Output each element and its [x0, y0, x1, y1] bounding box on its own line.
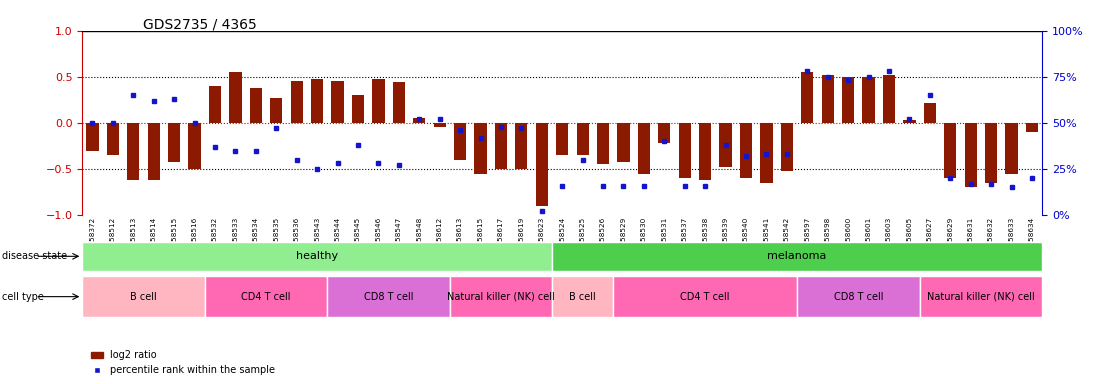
Bar	[618, 123, 630, 162]
Bar	[945, 123, 957, 178]
Text: Natural killer (NK) cell: Natural killer (NK) cell	[448, 291, 555, 302]
Bar	[985, 123, 997, 183]
Bar	[148, 123, 160, 180]
Bar	[372, 79, 385, 123]
Bar	[552, 242, 1042, 271]
Text: B cell: B cell	[569, 291, 596, 302]
Text: CD8 T cell: CD8 T cell	[364, 291, 414, 302]
Bar	[613, 276, 798, 317]
Bar	[127, 123, 139, 180]
Bar	[699, 123, 711, 180]
Bar	[1026, 123, 1038, 132]
Bar	[106, 123, 120, 155]
Bar	[414, 118, 426, 123]
Text: CD4 T cell: CD4 T cell	[241, 291, 291, 302]
Bar	[450, 276, 552, 317]
Bar	[760, 123, 772, 183]
Bar	[433, 123, 445, 127]
Bar	[964, 123, 976, 187]
Legend: log2 ratio, percentile rank within the sample: log2 ratio, percentile rank within the s…	[87, 346, 280, 379]
Bar	[474, 123, 487, 174]
Bar	[312, 79, 324, 123]
Bar	[597, 123, 609, 164]
Bar	[658, 123, 670, 143]
Bar	[291, 81, 303, 123]
Bar	[637, 123, 651, 174]
Bar	[454, 123, 466, 160]
Bar	[924, 103, 936, 123]
Bar	[82, 276, 205, 317]
Text: disease state: disease state	[2, 251, 67, 262]
Text: Natural killer (NK) cell: Natural killer (NK) cell	[927, 291, 1034, 302]
Text: cell type: cell type	[2, 291, 44, 302]
Bar	[331, 81, 343, 123]
Bar	[327, 276, 450, 317]
Bar	[842, 77, 855, 123]
Bar	[903, 120, 916, 123]
Bar	[535, 123, 547, 206]
Bar	[1005, 123, 1018, 174]
Text: CD4 T cell: CD4 T cell	[680, 291, 730, 302]
Bar	[250, 88, 262, 123]
Bar	[393, 82, 405, 123]
Bar	[883, 75, 895, 123]
Bar	[208, 86, 222, 123]
Bar	[168, 123, 180, 162]
Bar	[679, 123, 691, 178]
Bar	[720, 123, 732, 167]
Bar	[739, 123, 753, 178]
Bar	[270, 98, 282, 123]
Bar	[919, 276, 1042, 317]
Bar	[822, 75, 834, 123]
Bar	[577, 123, 589, 155]
Bar	[229, 72, 241, 123]
Bar	[556, 123, 568, 155]
Bar	[87, 123, 99, 151]
Bar	[495, 123, 507, 169]
Bar	[862, 77, 874, 123]
Bar	[352, 95, 364, 123]
Bar	[801, 72, 813, 123]
Text: healthy: healthy	[296, 251, 338, 262]
Text: GDS2735 / 4365: GDS2735 / 4365	[143, 17, 257, 31]
Bar	[516, 123, 528, 169]
Bar	[82, 242, 552, 271]
Bar	[205, 276, 327, 317]
Bar	[781, 123, 793, 171]
Bar	[189, 123, 201, 169]
Text: CD8 T cell: CD8 T cell	[834, 291, 883, 302]
Bar	[798, 276, 919, 317]
Text: melanoma: melanoma	[768, 251, 827, 262]
Text: B cell: B cell	[131, 291, 157, 302]
Bar	[552, 276, 613, 317]
